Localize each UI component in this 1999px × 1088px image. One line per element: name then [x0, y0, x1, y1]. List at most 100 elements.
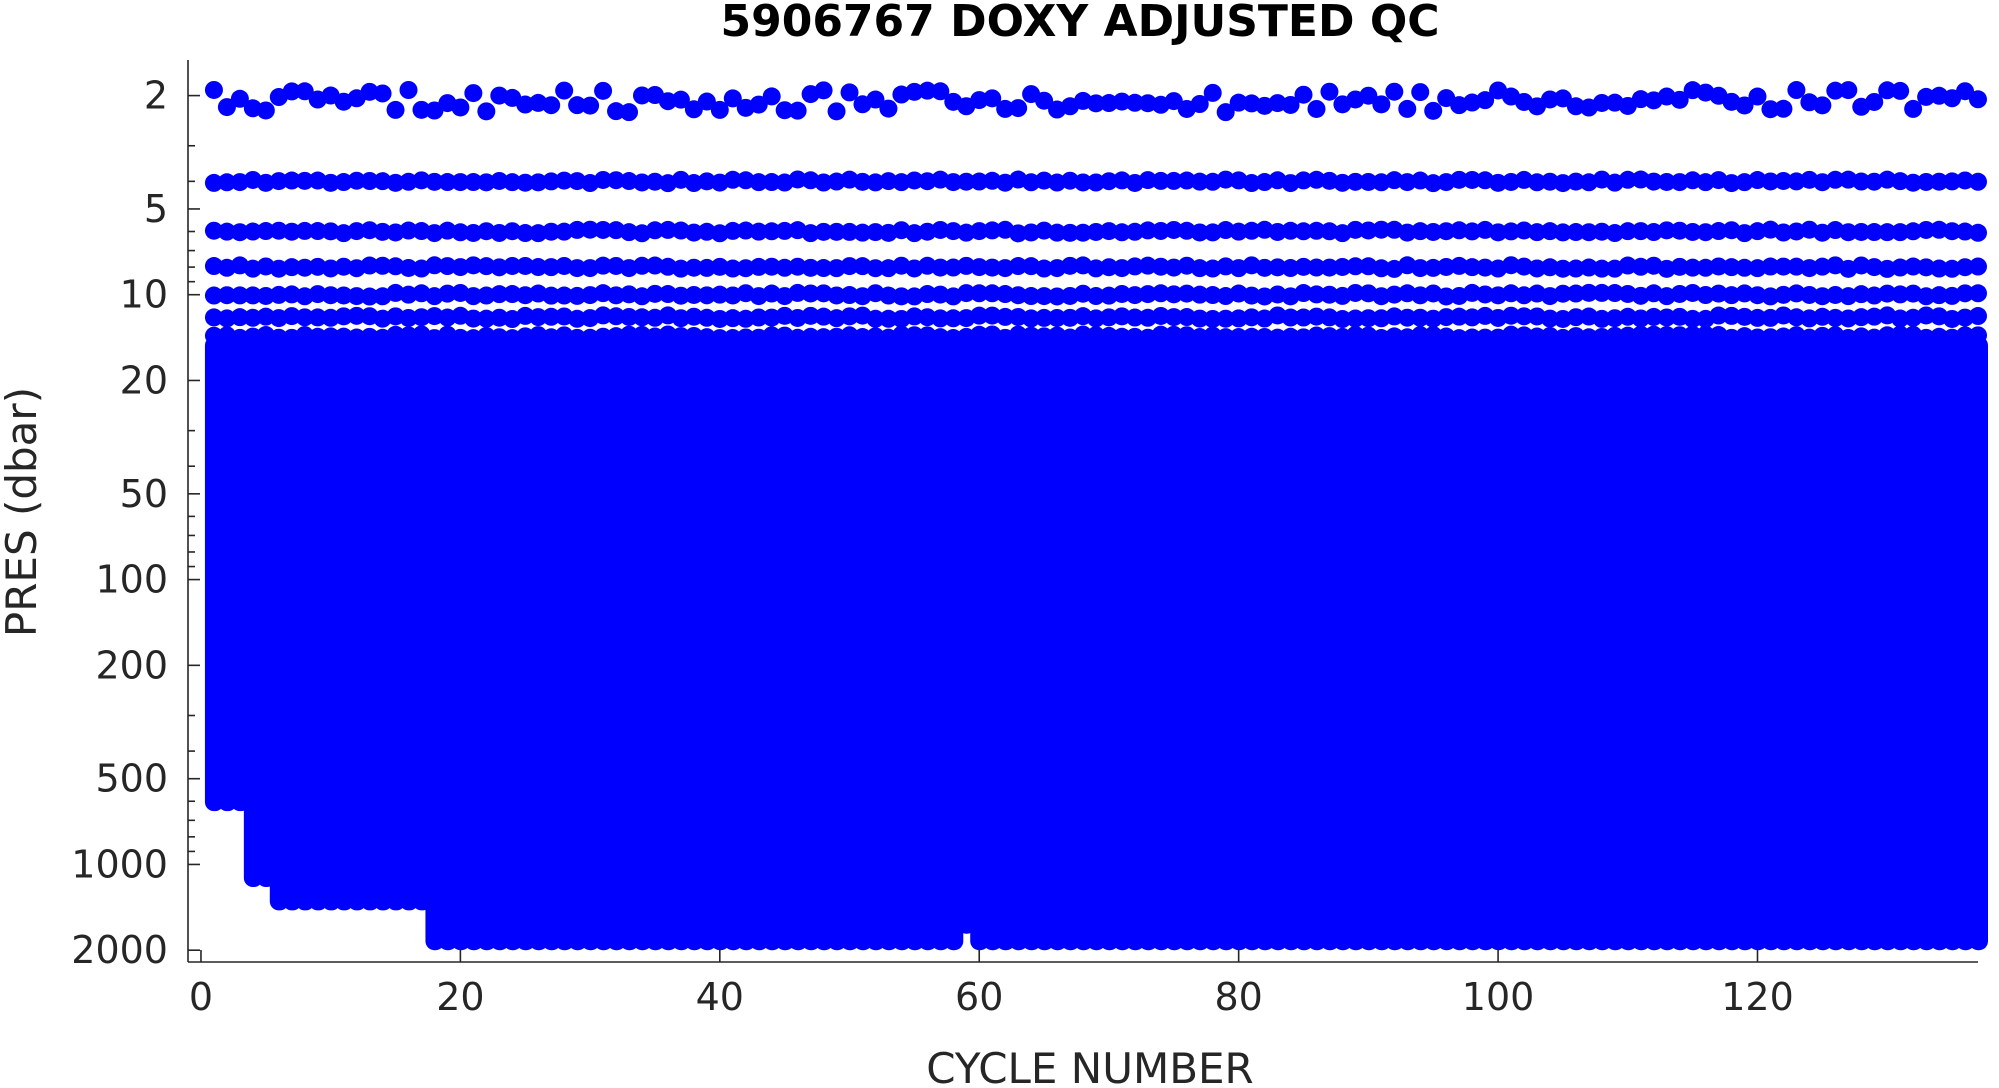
data-point	[1839, 309, 1858, 328]
data-point	[905, 82, 924, 101]
data-point	[1761, 328, 1780, 347]
data-point	[1346, 257, 1365, 276]
data-point	[983, 89, 1002, 108]
data-point	[658, 220, 677, 239]
data-point	[1151, 325, 1170, 344]
data-point	[1826, 170, 1845, 189]
data-point	[1592, 93, 1611, 112]
data-point	[853, 328, 872, 347]
data-point	[1035, 327, 1054, 346]
data-point	[568, 220, 587, 239]
data-point	[1424, 258, 1443, 277]
data-point	[1463, 328, 1482, 347]
data-point	[1956, 82, 1975, 101]
data-point	[1826, 308, 1845, 327]
data-point	[464, 84, 483, 103]
data-point	[1203, 83, 1222, 102]
data-point	[1151, 171, 1170, 190]
data-point	[607, 307, 626, 326]
data-point	[1411, 222, 1430, 241]
data-point	[1099, 258, 1118, 277]
data-point	[970, 222, 989, 241]
data-point	[801, 224, 820, 243]
data-point	[503, 256, 522, 275]
data-point	[840, 222, 859, 241]
data-point	[1242, 174, 1261, 193]
data-point	[1177, 284, 1196, 303]
data-point	[1190, 259, 1209, 278]
data-point	[607, 286, 626, 305]
data-point	[1579, 328, 1598, 347]
data-point	[684, 285, 703, 304]
data-point	[1917, 220, 1936, 239]
data-point	[464, 256, 483, 275]
data-point	[723, 221, 742, 240]
data-point	[1164, 92, 1183, 111]
data-point	[1320, 258, 1339, 277]
data-point	[594, 170, 613, 189]
data-point	[1683, 258, 1702, 277]
data-point	[477, 309, 496, 328]
data-point	[1618, 326, 1637, 345]
data-point	[399, 172, 418, 191]
data-point	[1722, 258, 1741, 277]
data-point	[399, 308, 418, 327]
data-point	[983, 221, 1002, 240]
data-point	[1307, 221, 1326, 240]
y-tick-label: 1000	[71, 842, 168, 886]
data-point	[412, 100, 431, 119]
data-point	[1969, 172, 1987, 191]
data-point	[1566, 97, 1585, 116]
data-point	[1190, 223, 1209, 242]
data-point	[1424, 222, 1443, 241]
data-point	[1696, 325, 1715, 344]
chart-title: 5906767 DOXY ADJUSTED QC	[720, 0, 1439, 47]
data-point	[542, 172, 561, 191]
data-point	[204, 173, 223, 192]
data-point	[542, 222, 561, 241]
y-axis-label: PRES (dbar)	[0, 387, 46, 637]
x-tick-label: 80	[1214, 975, 1262, 1019]
data-point	[1644, 172, 1663, 191]
data-point	[282, 222, 301, 241]
data-point	[594, 256, 613, 275]
data-point	[684, 258, 703, 277]
data-point	[983, 306, 1002, 325]
data-point	[256, 222, 275, 241]
data-point	[1281, 95, 1300, 114]
data-point	[1878, 259, 1897, 278]
data-point	[853, 223, 872, 242]
data-point	[1333, 257, 1352, 276]
data-point	[1294, 222, 1313, 241]
data-point	[1216, 103, 1235, 122]
data-point	[749, 222, 768, 241]
data-point	[866, 327, 885, 346]
data-point	[1099, 222, 1118, 241]
data-point	[1969, 326, 1987, 345]
data-point	[697, 328, 716, 347]
data-point	[438, 257, 457, 276]
data-point	[736, 221, 755, 240]
data-point	[1359, 309, 1378, 328]
data-point	[217, 173, 236, 192]
data-point	[1242, 221, 1261, 240]
data-point	[1579, 258, 1598, 277]
data-point	[451, 223, 470, 242]
data-point	[918, 308, 937, 327]
x-tick-label: 120	[1721, 975, 1794, 1019]
data-point	[801, 258, 820, 277]
data-point	[1943, 222, 1962, 241]
data-point	[931, 309, 950, 328]
data-point	[827, 222, 846, 241]
data-point	[477, 326, 496, 345]
data-point	[1735, 96, 1754, 115]
data-point	[204, 286, 223, 305]
data-point	[555, 81, 574, 100]
data-point	[477, 286, 496, 305]
profile-column	[1969, 336, 1988, 951]
data-point	[308, 327, 327, 346]
data-point	[399, 285, 418, 304]
data-point	[1281, 327, 1300, 346]
data-point	[1022, 287, 1041, 306]
data-point	[1917, 258, 1936, 277]
